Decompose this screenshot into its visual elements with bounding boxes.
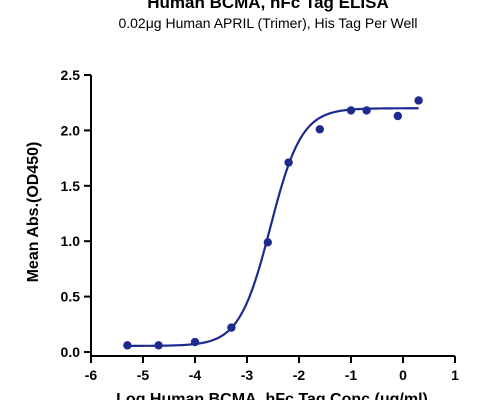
data-point bbox=[362, 106, 371, 115]
data-point bbox=[346, 106, 356, 115]
y-tick-label: 1.0 bbox=[61, 233, 81, 249]
data-point bbox=[123, 341, 132, 350]
chart-title: Human BCMA, hFc Tag ELISA bbox=[147, 0, 388, 12]
data-point bbox=[393, 111, 402, 121]
x-tick-label: -1 bbox=[345, 367, 358, 383]
y-tick-label: 0.5 bbox=[61, 289, 81, 305]
y-tick-label: 2.0 bbox=[61, 122, 81, 138]
x-tick-label: -3 bbox=[241, 367, 254, 383]
x-axis-label: Log Human BCMA, hFc Tag Conc.(μg/ml) bbox=[116, 391, 428, 400]
x-tick-label: 0 bbox=[399, 367, 407, 383]
x-tick-label: -4 bbox=[189, 367, 202, 383]
data-points bbox=[123, 96, 423, 350]
data-point bbox=[263, 238, 272, 247]
x-tick-label: -6 bbox=[85, 367, 98, 383]
x-tick-label: -5 bbox=[137, 367, 150, 383]
y-axis: 0.0 0.5 1.0 1.5 2.0 2.5 bbox=[61, 67, 92, 360]
fit-curve bbox=[127, 107, 419, 347]
x-axis: -6 -5 -4 -3 -2 -1 0 1 bbox=[85, 355, 459, 383]
data-point bbox=[227, 323, 236, 332]
data-point bbox=[154, 341, 163, 350]
chart-subtitle: 0.02μg Human APRIL (Trimer), His Tag Per… bbox=[118, 15, 417, 31]
data-point bbox=[414, 96, 423, 105]
y-tick-label: 0.0 bbox=[61, 344, 81, 360]
data-point bbox=[315, 125, 324, 134]
y-tick-label: 2.5 bbox=[61, 67, 81, 83]
y-tick-label: 1.5 bbox=[61, 178, 81, 194]
data-point bbox=[190, 337, 200, 347]
data-point bbox=[284, 158, 293, 167]
y-axis-label: Mean Abs.(OD450) bbox=[25, 142, 42, 283]
x-tick-label: 1 bbox=[451, 367, 459, 383]
x-tick-label: -2 bbox=[293, 367, 306, 383]
